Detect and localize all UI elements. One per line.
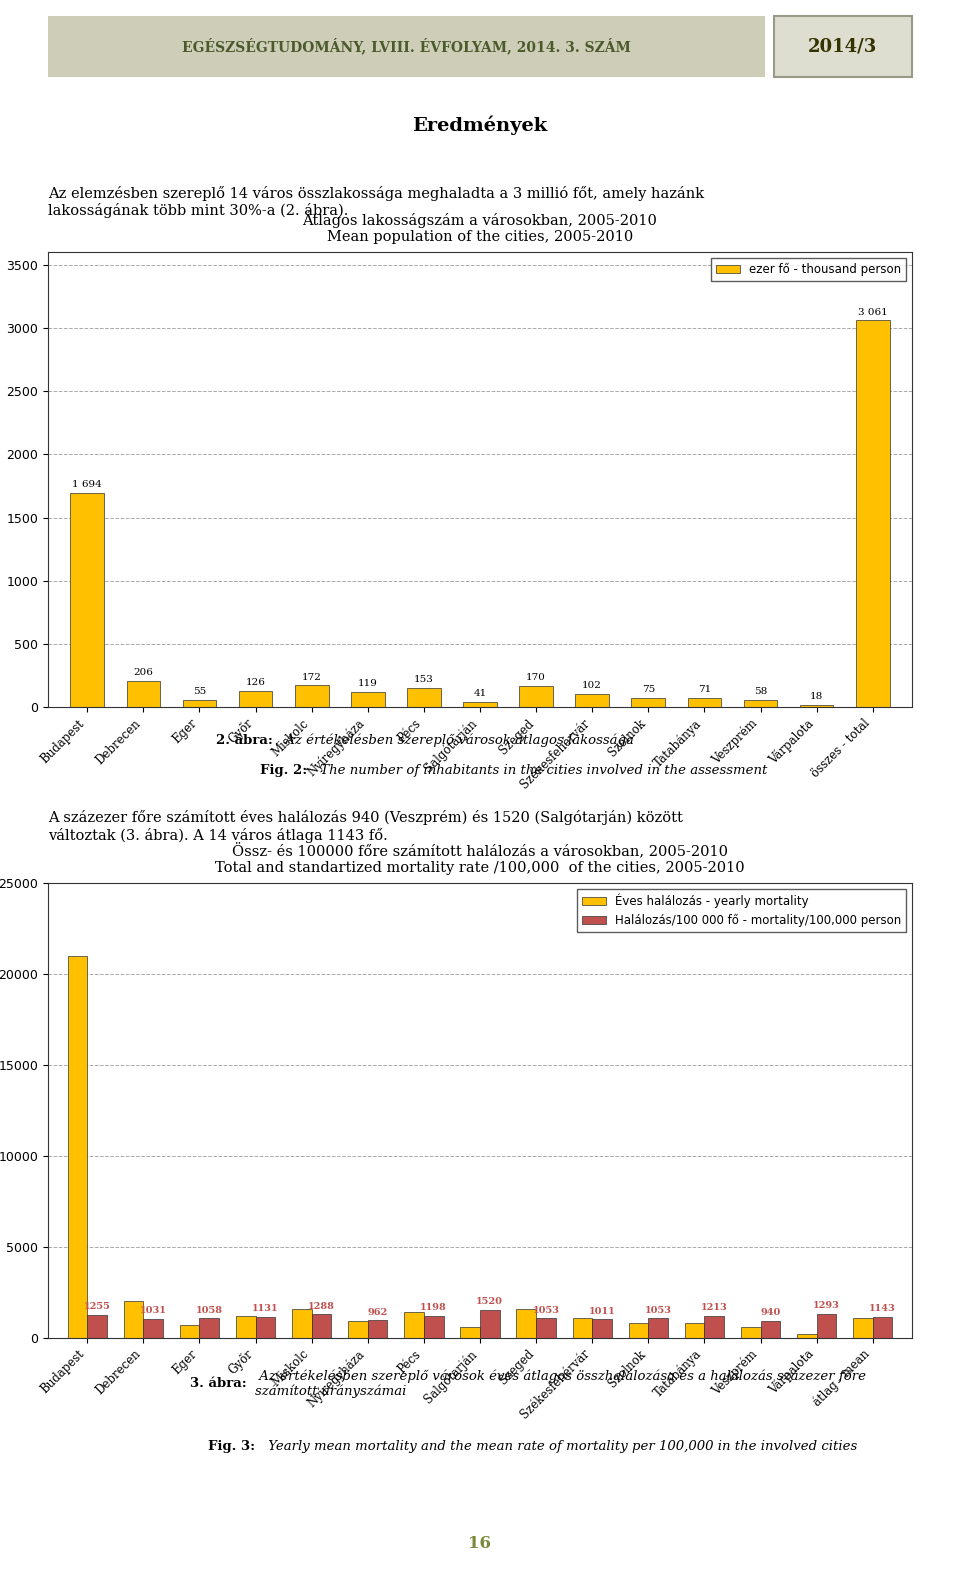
Bar <box>705 1315 724 1337</box>
Text: 206: 206 <box>133 668 154 677</box>
Text: Fig. 2:: Fig. 2: <box>260 765 307 778</box>
Bar <box>368 1320 388 1337</box>
Bar <box>760 1321 780 1337</box>
Bar <box>200 1318 219 1337</box>
Bar <box>536 1318 556 1337</box>
Bar <box>632 698 665 708</box>
Text: 126: 126 <box>246 679 266 687</box>
FancyBboxPatch shape <box>48 16 765 76</box>
Text: 170: 170 <box>526 673 546 682</box>
Bar <box>572 1318 592 1337</box>
Text: 3 061: 3 061 <box>858 307 888 316</box>
Bar <box>124 1301 143 1337</box>
Text: 1255: 1255 <box>84 1302 110 1312</box>
Text: 153: 153 <box>414 676 434 684</box>
Text: 962: 962 <box>368 1307 388 1317</box>
Text: 58: 58 <box>754 687 767 696</box>
Bar <box>648 1318 668 1337</box>
Bar <box>684 1323 705 1337</box>
Text: 1143: 1143 <box>869 1304 896 1313</box>
Text: 75: 75 <box>641 685 655 693</box>
Bar <box>143 1318 163 1337</box>
Legend: ezer fő - thousand person: ezer fő - thousand person <box>711 258 906 281</box>
Legend: Éves halálozás - yearly mortality, Halálozás/100 000 fő - mortality/100,000 pers: Éves halálozás - yearly mortality, Halál… <box>577 889 906 932</box>
Bar <box>741 1326 760 1337</box>
Bar <box>312 1315 331 1337</box>
Text: 172: 172 <box>301 673 322 682</box>
Text: Az értékelésben szereplő városok átlagos lakossága: Az értékelésben szereplő városok átlagos… <box>281 733 635 747</box>
Bar <box>182 700 216 708</box>
Text: 16: 16 <box>468 1536 492 1552</box>
Bar <box>873 1317 893 1337</box>
FancyBboxPatch shape <box>774 16 912 76</box>
Bar <box>424 1317 444 1337</box>
Bar <box>856 321 890 708</box>
Text: 1293: 1293 <box>813 1302 840 1310</box>
Text: 71: 71 <box>698 685 711 695</box>
Text: The number of inhabitants in the cities involved in the assessment: The number of inhabitants in the cities … <box>316 765 767 778</box>
Bar <box>817 1313 836 1337</box>
Text: A százezer főre számított éves halálozás 940 (Veszprém) és 1520 (Salgótarján) kö: A százezer főre számított éves halálozás… <box>48 811 683 843</box>
Bar <box>592 1320 612 1337</box>
Bar <box>404 1312 424 1337</box>
Text: Fig. 3:: Fig. 3: <box>208 1441 255 1453</box>
Bar <box>461 1326 480 1337</box>
Bar <box>67 956 87 1337</box>
Bar <box>519 685 553 708</box>
Text: 2. ábra:: 2. ábra: <box>216 735 273 747</box>
Bar <box>255 1317 276 1337</box>
Text: 940: 940 <box>760 1309 780 1317</box>
Text: 1198: 1198 <box>420 1304 447 1312</box>
Bar <box>348 1321 368 1337</box>
Text: 1053: 1053 <box>644 1305 672 1315</box>
Bar <box>463 701 497 708</box>
Bar <box>853 1318 873 1337</box>
Bar <box>575 695 609 708</box>
Bar <box>797 1334 817 1337</box>
Bar <box>629 1323 648 1337</box>
Text: 55: 55 <box>193 687 206 696</box>
Title: Átlagos lakosságszám a városokban, 2005-2010
Mean population of the cities, 2005: Átlagos lakosságszám a városokban, 2005-… <box>302 211 658 245</box>
Text: Az értékelésben szereplő városok éves átlagos összhalálozása és a halálozás száz: Az értékelésben szereplő városok éves át… <box>255 1369 866 1398</box>
Text: 1288: 1288 <box>308 1302 335 1310</box>
Text: 1011: 1011 <box>588 1307 615 1315</box>
Text: Eredmények: Eredmények <box>413 116 547 135</box>
Text: 1520: 1520 <box>476 1297 503 1307</box>
Bar <box>687 698 721 708</box>
Text: 1213: 1213 <box>701 1302 728 1312</box>
Bar <box>516 1309 536 1337</box>
Bar <box>127 681 160 708</box>
Text: 102: 102 <box>583 682 602 690</box>
Text: 1 694: 1 694 <box>72 480 102 490</box>
Text: EGÉSZSÉGTUDOMÁNY, LVIII. ÉVFOLYAM, 2014. 3. SZÁM: EGÉSZSÉGTUDOMÁNY, LVIII. ÉVFOLYAM, 2014.… <box>182 38 631 54</box>
Bar <box>236 1317 255 1337</box>
Text: 1053: 1053 <box>533 1305 560 1315</box>
Text: 119: 119 <box>358 679 377 688</box>
Text: 1031: 1031 <box>140 1307 167 1315</box>
Bar <box>87 1315 107 1337</box>
Text: Az elemzésben szereplő 14 város összlakossága meghaladta a 3 millió főt, amely h: Az elemzésben szereplő 14 város összlako… <box>48 186 704 218</box>
Text: 3. ábra:: 3. ábra: <box>190 1377 247 1390</box>
Bar <box>744 700 778 708</box>
Bar <box>800 704 833 708</box>
Text: 1058: 1058 <box>196 1305 223 1315</box>
Text: Yearly mean mortality and the mean rate of mortality per 100,000 in the involved: Yearly mean mortality and the mean rate … <box>264 1441 857 1453</box>
Bar <box>351 692 385 708</box>
Text: 2014/3: 2014/3 <box>808 37 877 56</box>
Text: 18: 18 <box>810 692 824 701</box>
Title: Össz- és 100000 főre számított halálozás a városokban, 2005-2010
Total and stand: Össz- és 100000 főre számított halálozás… <box>215 843 745 875</box>
Bar <box>407 688 441 708</box>
Bar <box>295 685 328 708</box>
Bar <box>70 493 104 708</box>
Text: 1131: 1131 <box>252 1304 278 1313</box>
Bar <box>292 1309 312 1337</box>
Bar <box>480 1310 499 1337</box>
Text: 41: 41 <box>473 688 487 698</box>
Bar <box>239 692 273 708</box>
Bar <box>180 1324 200 1337</box>
